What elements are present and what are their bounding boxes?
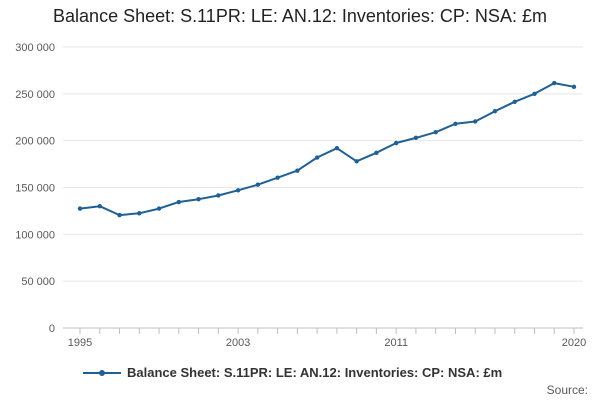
data-point bbox=[354, 159, 359, 164]
data-point bbox=[374, 150, 379, 156]
y-tick-label: 200 000 bbox=[15, 136, 55, 148]
data-point bbox=[77, 206, 83, 211]
series-line bbox=[79, 82, 575, 217]
data-point bbox=[433, 130, 438, 135]
source-label: Source: bbox=[546, 383, 588, 397]
grid-layer bbox=[63, 46, 583, 282]
data-point bbox=[334, 145, 340, 151]
data-point bbox=[117, 212, 122, 218]
data-point bbox=[571, 84, 577, 90]
data-point bbox=[453, 121, 458, 127]
data-point bbox=[413, 135, 419, 141]
data-point bbox=[512, 99, 517, 104]
legend[interactable]: Balance Sheet: S.11PR: LE: AN.12: Invent… bbox=[83, 365, 502, 380]
y-tick-label: 100 000 bbox=[15, 229, 55, 241]
data-point bbox=[137, 211, 142, 216]
data-point bbox=[473, 119, 478, 124]
data-point bbox=[97, 204, 102, 209]
x-tick-label: 1995 bbox=[68, 337, 92, 349]
x-tick-label: 2020 bbox=[562, 337, 586, 349]
data-point bbox=[196, 197, 201, 202]
data-point bbox=[216, 193, 221, 198]
data-point bbox=[295, 168, 300, 173]
x-tick-label: 2003 bbox=[226, 337, 250, 349]
data-point bbox=[176, 199, 181, 205]
data-point bbox=[255, 182, 261, 187]
y-tick-label: 50 000 bbox=[21, 276, 55, 288]
y-tick-label: 300 000 bbox=[15, 42, 55, 54]
data-point bbox=[235, 188, 241, 193]
y-tick-label: 0 bbox=[49, 323, 55, 335]
x-tick-label: 2011 bbox=[384, 337, 408, 349]
legend-line-icon bbox=[83, 368, 121, 378]
chart-title: Balance Sheet: S.11PR: LE: AN.12: Invent… bbox=[53, 6, 547, 26]
series-layer bbox=[77, 80, 577, 218]
data-point bbox=[492, 108, 498, 114]
y-tick-label: 150 000 bbox=[15, 183, 55, 195]
data-point bbox=[393, 140, 399, 146]
axis-layer bbox=[63, 327, 583, 334]
legend-label: Balance Sheet: S.11PR: LE: AN.12: Invent… bbox=[127, 365, 503, 380]
data-point bbox=[314, 155, 320, 160]
data-point bbox=[552, 80, 557, 86]
data-point bbox=[275, 175, 280, 180]
data-point bbox=[156, 206, 162, 211]
label-layer: 0 50 000 100 000 150 000 200 000 250 000 300 0… bbox=[15, 42, 586, 349]
y-tick-label: 250 000 bbox=[15, 89, 55, 101]
data-point bbox=[532, 91, 537, 97]
